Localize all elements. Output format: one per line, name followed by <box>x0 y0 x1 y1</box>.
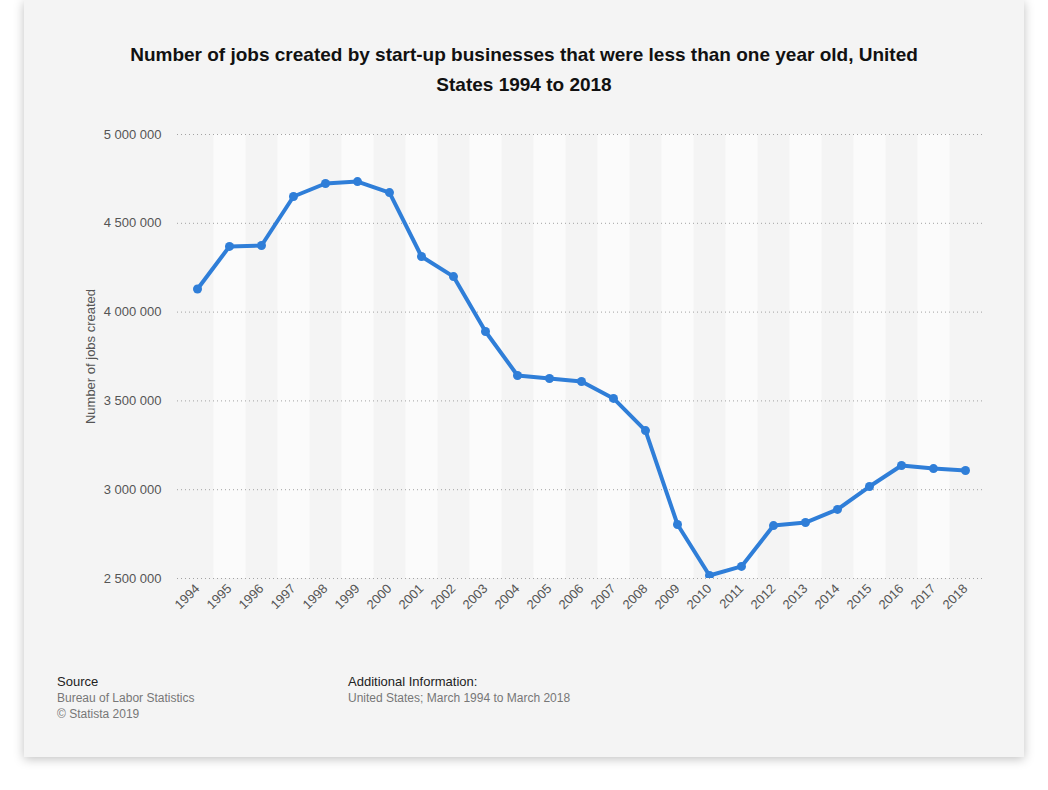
svg-text:3 000 000: 3 000 000 <box>104 482 162 497</box>
html-text:© Statista 2019: © Statista 2019 <box>57 707 140 721</box>
svg-text:Number of jobs created: Number of jobs created <box>83 289 98 424</box>
svg-text:5 000 000: 5 000 000 <box>104 127 162 142</box>
html-text:United States; March 1994 to M: United States; March 1994 to March 2018 <box>348 691 571 705</box>
svg-text:2007: 2007 <box>588 581 619 612</box>
svg-text:2013: 2013 <box>780 581 811 612</box>
svg-text:4 500 000: 4 500 000 <box>104 215 162 230</box>
html-text:Additional Information:: Additional Information: <box>348 674 478 689</box>
svg-text:2015: 2015 <box>844 581 875 612</box>
svg-text:1997: 1997 <box>268 581 299 612</box>
svg-text:2016: 2016 <box>876 581 907 612</box>
svg-text:2005: 2005 <box>524 581 555 612</box>
svg-text:2001: 2001 <box>396 581 427 612</box>
svg-text:2011: 2011 <box>716 581 746 611</box>
html-text:Source: Source <box>57 674 99 689</box>
svg-text:2018: 2018 <box>940 581 971 612</box>
html-text:Number of jobs created by star: Number of jobs created by start-up busin… <box>130 44 918 95</box>
svg-text:2008: 2008 <box>620 581 651 612</box>
svg-text:3 500 000: 3 500 000 <box>104 393 162 408</box>
svg-text:2009: 2009 <box>652 581 683 612</box>
svg-text:1998: 1998 <box>300 581 331 612</box>
svg-text:2010: 2010 <box>684 581 715 612</box>
svg-text:2000: 2000 <box>364 581 395 612</box>
svg-text:1996: 1996 <box>236 581 267 612</box>
svg-text:2017: 2017 <box>908 581 939 612</box>
svg-text:2002: 2002 <box>428 581 459 612</box>
svg-text:2004: 2004 <box>492 581 523 612</box>
svg-text:2014: 2014 <box>812 581 843 612</box>
svg-text:4 000 000: 4 000 000 <box>104 304 162 319</box>
svg-text:1995: 1995 <box>204 581 235 612</box>
svg-text:2012: 2012 <box>748 581 779 612</box>
svg-text:1999: 1999 <box>332 581 363 612</box>
svg-text:2006: 2006 <box>556 581 587 612</box>
svg-text:2003: 2003 <box>460 581 491 612</box>
svg-text:2 500 000: 2 500 000 <box>104 571 162 586</box>
svg-text:1994: 1994 <box>172 581 203 612</box>
html-text:Bureau of Labor Statistics: Bureau of Labor Statistics <box>57 691 195 705</box>
